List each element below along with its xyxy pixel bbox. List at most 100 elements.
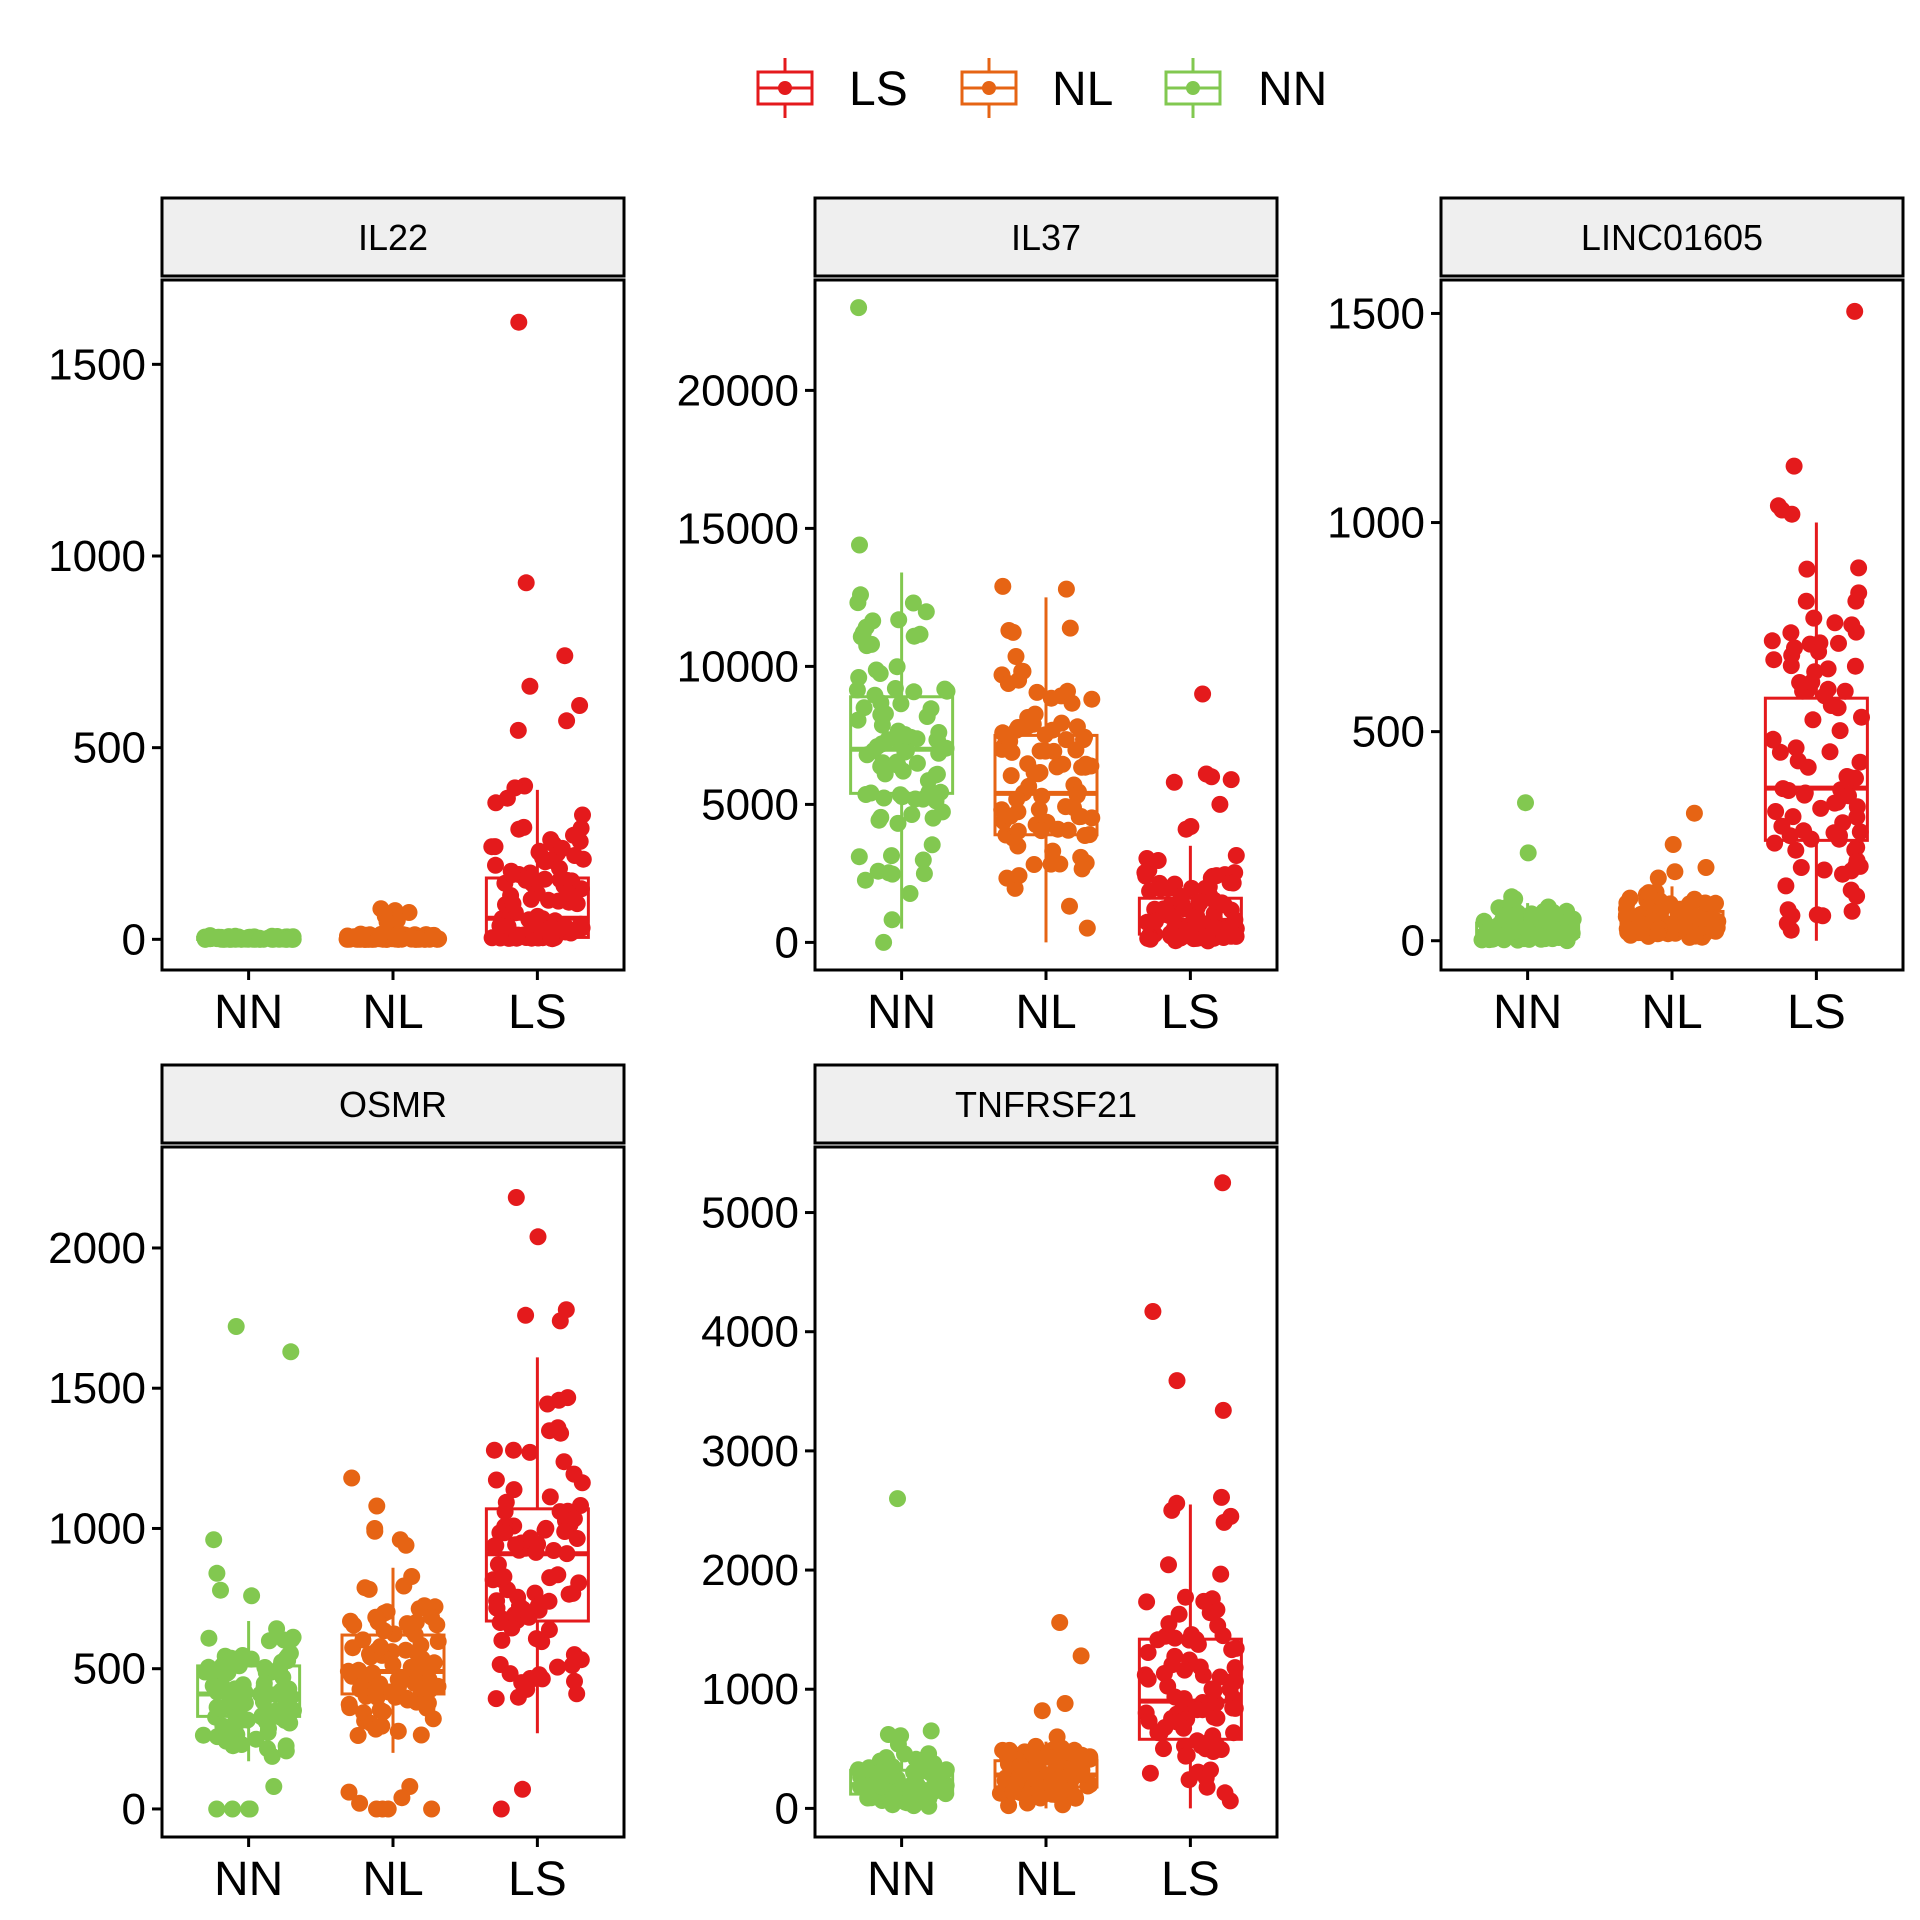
data-point-il37-nn (923, 836, 941, 854)
data-point-il37-nl (1061, 619, 1079, 637)
data-point-il37-nn (918, 708, 936, 725)
data-point-il37-nn (930, 744, 948, 762)
data-point-il37-nn (870, 811, 888, 829)
data-point-il37-ls (1152, 880, 1170, 898)
panel-title-il37: IL37 (1011, 217, 1081, 258)
data-point-tnfrsf21-ls (1171, 1690, 1189, 1708)
panel-title-il22: IL22 (358, 217, 428, 258)
data-point-il37-nn (856, 871, 874, 889)
data-point-osmr-nl (423, 1608, 440, 1626)
data-point-tnfrsf21-nl (1065, 1745, 1082, 1763)
data-point-il37-ls (1149, 852, 1167, 869)
data-point-tnfrsf21-ls (1166, 1647, 1184, 1665)
y-tick-label-osmr-0: 0 (122, 1785, 146, 1834)
data-point-il22-ls (508, 929, 526, 947)
outlier-point-linc01605-nl (1666, 863, 1684, 881)
data-point-linc01605-ls (1792, 859, 1810, 876)
data-point-tnfrsf21-nn (849, 1761, 867, 1779)
outlier-point-osmr-ls (492, 1800, 510, 1818)
y-tick-label-osmr-1000: 1000 (48, 1504, 146, 1553)
points-il37-nn (848, 299, 956, 951)
data-point-osmr-nl (375, 1622, 393, 1640)
data-point-il37-nn (869, 862, 887, 880)
data-point-il22-ls (522, 890, 540, 908)
data-point-linc01605-ls (1787, 841, 1805, 859)
data-point-osmr-nn (200, 1629, 218, 1647)
y-tick-label-il37-15000: 15000 (677, 504, 799, 553)
data-point-il37-nn (908, 754, 926, 772)
panel-strip-osmr (160, 1063, 626, 1145)
data-point-linc01605-ls (1847, 592, 1865, 610)
data-point-osmr-ls (485, 1537, 503, 1555)
data-point-il37-nl (1014, 662, 1032, 680)
data-point-osmr-nl (395, 1577, 413, 1595)
data-point-osmr-ls (555, 1453, 573, 1471)
y-tick-label-il37-0: 0 (775, 918, 799, 967)
data-point-tnfrsf21-ls (1195, 1592, 1213, 1610)
data-point-osmr-nn (212, 1699, 230, 1717)
data-point-tnfrsf21-ls (1208, 1738, 1226, 1755)
outlier-point-osmr-nn (265, 1778, 283, 1795)
data-point-tnfrsf21-nl (1000, 1797, 1018, 1815)
data-point-il37-nn (896, 743, 914, 761)
data-point-il37-nl (1026, 705, 1044, 723)
data-point-osmr-ls (566, 1672, 583, 1690)
y-tick-label-osmr-2000: 2000 (48, 1224, 146, 1273)
panel-il37: IL37 0 5000 10000 15000 20000 NN NL LS (677, 196, 1279, 1039)
outlier-point-il37-ls (1211, 795, 1229, 813)
data-point-osmr-ls (505, 1441, 522, 1459)
data-point-il37-nl (999, 675, 1017, 692)
data-point-il22-ls (574, 850, 592, 868)
data-point-il22-ls (540, 891, 557, 909)
data-point-il22-ls (542, 831, 560, 849)
data-point-il37-ls (1204, 867, 1222, 885)
data-point-il22-ls (534, 849, 552, 867)
data-point-il37-nl (1002, 767, 1020, 785)
data-point-il37-ls (1224, 874, 1242, 892)
data-point-il37-nl (1073, 860, 1091, 878)
data-point-il37-nl (994, 724, 1012, 742)
points-il22-nn (196, 927, 302, 948)
data-point-linc01605-ls (1767, 803, 1785, 820)
data-point-osmr-nl (349, 1727, 367, 1744)
data-point-il22-ls (486, 838, 504, 856)
points-osmr-ls (484, 1189, 591, 1818)
outlier-point-linc01605-nl (1664, 836, 1682, 853)
data-point-il37-nl (1045, 742, 1063, 760)
outlier-point-il37-nn (851, 536, 868, 554)
data-point-osmr-ls (529, 1535, 547, 1553)
y-tick-label-linc01605-1000: 1000 (1327, 499, 1425, 548)
data-point-il37-nl (1083, 809, 1101, 827)
panel-tnfrsf21: TNFRSF21 0 1000 2000 3000 4000 5000 NN NL LS (701, 1063, 1279, 1906)
outlier-point-linc01605-nl (1685, 804, 1703, 822)
outlier-point-osmr-nl (351, 1794, 369, 1812)
x-tick-label-il37-nl: NL (1015, 986, 1076, 1039)
y-tick-label-linc01605-1500: 1500 (1327, 289, 1425, 338)
data-point-il37-nl (1082, 757, 1100, 775)
data-point-tnfrsf21-nl (1043, 1772, 1061, 1790)
data-point-il37-nn (889, 814, 907, 832)
data-point-osmr-ls (488, 1599, 506, 1617)
data-point-il37-nn (875, 789, 893, 807)
outlier-point-tnfrsf21-nl (1072, 1647, 1090, 1665)
data-point-il37-nl (1004, 623, 1022, 641)
outlier-point-osmr-nn (205, 1531, 223, 1549)
data-point-il37-nl (1020, 777, 1038, 795)
data-point-il37-nn (927, 766, 945, 784)
data-point-osmr-nl (406, 1674, 424, 1692)
x-tick-label-tnfrsf21-nn: NN (867, 1853, 936, 1906)
outlier-point-il22-ls (558, 712, 576, 730)
data-point-linc01605-ls (1847, 623, 1865, 641)
y-tick-label-il37-10000: 10000 (677, 642, 799, 691)
data-point-il37-nl (1051, 855, 1069, 873)
legend-label-nl: NL (1052, 63, 1113, 116)
data-point-linc01605-ls (1819, 660, 1837, 678)
data-point-il37-nn (903, 806, 921, 823)
points-linc01605-ls (1763, 302, 1870, 939)
x-tick-label-il37-ls: LS (1161, 986, 1220, 1039)
outlier-point-il22-nl (378, 913, 396, 931)
outlier-point-il37-nn (875, 933, 893, 951)
outlier-point-osmr-nl (368, 1497, 386, 1515)
data-point-osmr-nl (371, 1675, 389, 1693)
